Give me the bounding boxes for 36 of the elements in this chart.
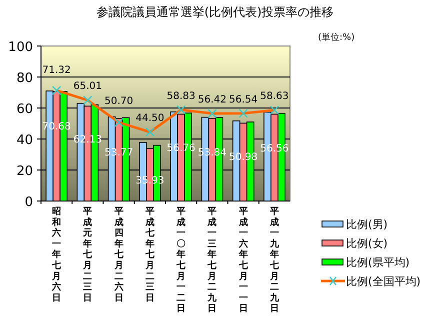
data-label: 44.50 [136, 113, 164, 124]
data-label: 35.93 [136, 175, 164, 186]
data-label: 50.70 [104, 96, 134, 107]
data-label: 53.84 [198, 148, 227, 159]
legend-label: 比例(女) [346, 237, 388, 250]
data-label: 62.13 [73, 134, 102, 146]
category-label: 平成七年七月二三日 [145, 207, 154, 304]
data-label: 56.54 [228, 94, 258, 106]
y-tick-label: 0 [24, 195, 33, 210]
y-tick-label: 60 [16, 102, 33, 117]
text: (単位:%) [318, 32, 355, 43]
y-tick-label: 100 [8, 40, 33, 55]
legend-label: 比例(県平均) [346, 256, 410, 269]
data-label: 50.98 [228, 152, 258, 163]
category-label: 平成一九年七月二九日 [270, 207, 279, 314]
data-label: 71.32 [42, 65, 71, 76]
legend-label: 比例(男) [346, 218, 388, 231]
data-label: 53.77 [104, 148, 134, 159]
y-tick-label: 40 [16, 133, 33, 148]
category-label: 平成四年七月二六日 [114, 207, 124, 304]
legend-label: 比例(全国平均) [346, 275, 421, 288]
y-tick-label: 80 [16, 71, 33, 86]
data-label: 56.56 [260, 143, 289, 154]
category-label: 昭和六一年七月六日 [52, 207, 62, 304]
data-label: 58.83 [166, 90, 196, 102]
data-label: 58.63 [260, 91, 289, 102]
category-label: 平成一六年七月一一日 [238, 207, 248, 314]
category-label: 平成元年七月二三日 [83, 207, 92, 304]
data-label: 56.76 [166, 143, 196, 154]
data-label: 65.01 [73, 81, 102, 92]
category-label: 平成一三年七月二九日 [208, 207, 217, 314]
category-label: 平成一〇年七月一二日 [176, 207, 186, 314]
y-tick-label: 20 [16, 164, 33, 179]
data-label: 56.42 [198, 94, 227, 106]
chart-title: 参議院議員通常選挙(比例代表)投票率の推移 [96, 5, 334, 19]
data-label: 70.68 [42, 121, 71, 132]
